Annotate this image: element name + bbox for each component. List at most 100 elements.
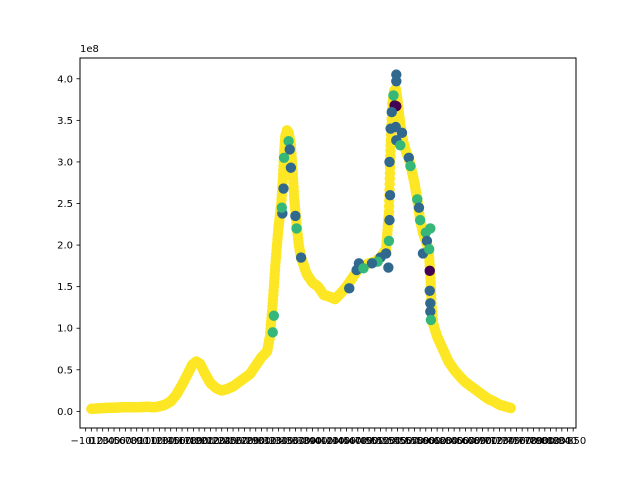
x-tick-label: 100 <box>138 436 157 447</box>
x-tick-label: 340 <box>275 436 294 447</box>
x-tick-label: 350 <box>280 436 299 447</box>
x-tick-label: 750 <box>507 436 526 447</box>
x-tick-label: 260 <box>229 436 248 447</box>
x-tick-label: 40 <box>108 436 121 447</box>
x-tick-label: 690 <box>473 436 492 447</box>
x-tick-label: 410 <box>314 436 333 447</box>
data-point <box>291 223 302 234</box>
data-point <box>423 244 435 255</box>
x-tick-label: 460 <box>343 436 362 447</box>
x-tick-label: 780 <box>524 436 543 447</box>
x-tick-label: 250 <box>224 436 243 447</box>
x-tick-label: 110 <box>144 436 163 447</box>
data-point <box>385 123 396 134</box>
x-tick-label: 270 <box>235 436 254 447</box>
x-tick-label: 580 <box>411 436 430 447</box>
data-point <box>278 152 290 163</box>
data-point <box>344 283 355 294</box>
x-tick-label: 630 <box>439 436 458 447</box>
data-point <box>366 258 378 269</box>
data-point <box>396 127 408 139</box>
data-point <box>424 265 435 277</box>
x-tick-label: 480 <box>354 436 373 447</box>
x-tick-label: 840 <box>558 436 577 447</box>
data-point <box>425 298 436 309</box>
data-point <box>405 160 416 172</box>
x-tick-label: 400 <box>309 436 328 447</box>
x-tick-label: 370 <box>292 436 311 447</box>
data-point <box>295 252 307 263</box>
y-tick-label: 0.5 <box>57 365 73 376</box>
data-point <box>358 263 369 274</box>
data-points <box>86 69 517 415</box>
x-tick-label: 360 <box>286 436 305 447</box>
data-point <box>284 144 295 155</box>
data-point <box>425 314 437 326</box>
x-tick-label: 450 <box>337 436 356 447</box>
data-point <box>421 235 433 247</box>
x-tick-label: 820 <box>547 436 566 447</box>
y-tick-label: 3.0 <box>57 157 73 168</box>
data-point <box>283 135 294 147</box>
data-point <box>386 106 397 118</box>
x-tick-label: 680 <box>467 436 486 447</box>
x-tick-label: 230 <box>212 436 231 447</box>
x-tick-label: 520 <box>377 436 396 447</box>
x-tick-label: 430 <box>326 436 345 447</box>
x-tick-label: 60 <box>119 436 132 447</box>
x-tick-label: 500 <box>365 436 384 447</box>
x-tick-label: 640 <box>445 436 464 447</box>
x-tick-label: 730 <box>496 436 515 447</box>
y-offset-label: 1e8 <box>80 44 99 55</box>
y-tick-label: 4.0 <box>57 74 73 85</box>
x-tick-label: 550 <box>394 436 413 447</box>
x-tick-label: 420 <box>320 436 339 447</box>
x-tick-label: 310 <box>258 436 277 447</box>
x-tick-label: 740 <box>501 436 520 447</box>
x-tick-label: 160 <box>172 436 191 447</box>
x-tick-label: 380 <box>297 436 316 447</box>
data-point <box>391 76 402 87</box>
x-tick-label: 440 <box>331 436 350 447</box>
x-tick-label: 20 <box>96 436 109 447</box>
x-tick-label-end: 850 <box>567 436 586 447</box>
x-tick-label: 530 <box>382 436 401 447</box>
x-tick-label: 700 <box>479 436 498 447</box>
x-tick-label: 80 <box>130 436 143 447</box>
x-tick-label: 810 <box>541 436 560 447</box>
x-tick-label: 300 <box>252 436 271 447</box>
x-tick-label: 90 <box>136 436 149 447</box>
x-tick-label: 70 <box>125 436 138 447</box>
data-point <box>267 327 278 338</box>
x-tick-label: 120 <box>150 436 169 447</box>
y-tick-label: 3.5 <box>57 116 73 127</box>
x-tick-label: 280 <box>241 436 260 447</box>
data-point <box>425 306 436 317</box>
data-point <box>413 202 425 213</box>
x-tick-label: 150 <box>167 436 186 447</box>
x-tick-label: 800 <box>535 436 554 447</box>
x-tick-label-end: −10 <box>71 436 92 447</box>
x-tick-label: 330 <box>269 436 288 447</box>
x-tick-label: 240 <box>218 436 237 447</box>
x-tick-label: 590 <box>416 436 435 447</box>
x-tick-label: 610 <box>428 436 447 447</box>
x-tick-label: 720 <box>490 436 509 447</box>
data-point <box>403 152 414 163</box>
x-tick-label: 620 <box>433 436 452 447</box>
x-tick-label: 170 <box>178 436 197 447</box>
x-tick-label: 540 <box>388 436 407 447</box>
data-point <box>425 223 436 234</box>
x-tick-label: 200 <box>195 436 214 447</box>
x-tick-label: 30 <box>102 436 115 447</box>
x-tick-label: 220 <box>206 436 225 447</box>
x-tick-label: 0 <box>88 436 94 447</box>
y-axis: 0.0 0.5 1.0 1.5 2.0 2.5 3.0 3.5 4.0 <box>57 74 80 418</box>
x-tick-label: 210 <box>201 436 220 447</box>
y-tick-label: 2.5 <box>57 199 73 210</box>
x-tick-label: 600 <box>422 436 441 447</box>
x-tick-label: 130 <box>155 436 174 447</box>
x-tick-label: 470 <box>348 436 367 447</box>
x-tick-label: 510 <box>371 436 390 447</box>
